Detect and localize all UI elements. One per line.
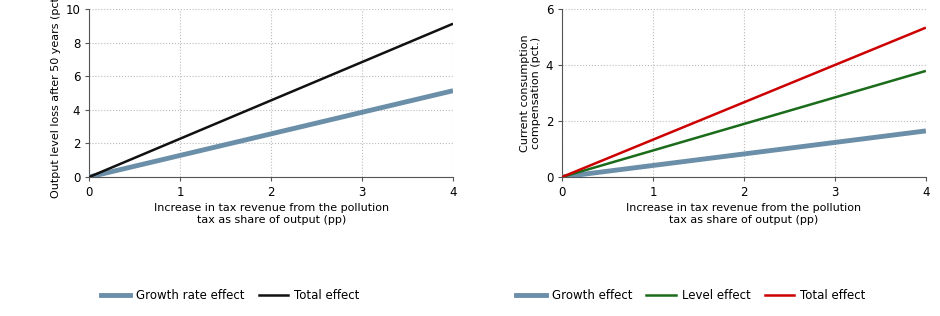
- Y-axis label: Current consumption
compensation (pct.): Current consumption compensation (pct.): [520, 34, 541, 152]
- Legend: Growth rate effect, Total effect: Growth rate effect, Total effect: [96, 284, 365, 307]
- X-axis label: Increase in tax revenue from the pollution
tax as share of output (pp): Increase in tax revenue from the polluti…: [153, 203, 389, 225]
- Legend: Growth effect, Level effect, Total effect: Growth effect, Level effect, Total effec…: [511, 284, 870, 307]
- X-axis label: Increase in tax revenue from the pollution
tax as share of output (pp): Increase in tax revenue from the polluti…: [626, 203, 862, 225]
- Y-axis label: Output level loss after 50 years (pct.): Output level loss after 50 years (pct.): [52, 0, 61, 198]
